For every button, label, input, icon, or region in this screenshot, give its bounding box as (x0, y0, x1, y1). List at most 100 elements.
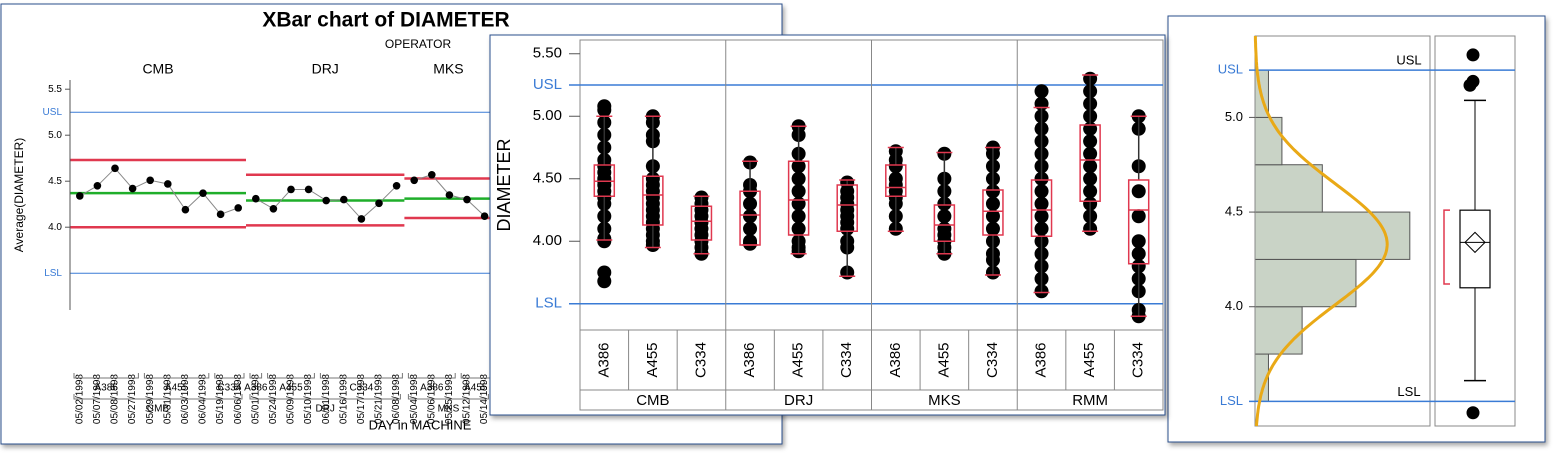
machine-label: C334 (692, 342, 709, 378)
subtitle: OPERATOR (385, 37, 452, 51)
operator-label: MKS (433, 61, 463, 77)
xbar-point (340, 195, 348, 204)
xbar-point (445, 191, 454, 199)
data-point (1131, 209, 1146, 224)
machine-bracket (249, 373, 263, 379)
operator-label: DRJ (784, 392, 813, 409)
data-point (743, 196, 758, 211)
spec-limit-label: USL (43, 107, 63, 118)
xbar-point (463, 195, 471, 204)
box (982, 189, 1004, 236)
data-point (791, 184, 806, 199)
plot-frame (1434, 35, 1516, 427)
xbar-point (216, 210, 225, 219)
xbar-point (357, 215, 366, 223)
xbar-line (79, 167, 239, 215)
machine-label: A386 (887, 342, 904, 377)
normal-curve (1253, 36, 1389, 427)
machine-label: A386 (244, 383, 268, 394)
histogram-panel: 5.0 4.5 4.0 USL USL LSL LSL (1167, 15, 1546, 443)
panel-frame (489, 34, 1166, 416)
data-point (1083, 184, 1098, 199)
operator-bracket (249, 394, 401, 400)
box (1127, 179, 1150, 265)
plot-frame (1254, 35, 1431, 427)
histogram-bar (1254, 211, 1411, 260)
xbar-point (392, 182, 401, 190)
data-point (985, 196, 1000, 211)
xbar-point (269, 205, 278, 213)
data-point (1131, 184, 1146, 199)
chart-title: XBar chart of DIAMETER (262, 9, 509, 32)
data-point (1034, 84, 1049, 99)
machine-label: C334 (984, 342, 1001, 378)
box (690, 205, 713, 241)
machine-label: A455 (279, 383, 303, 394)
operator-bracket (73, 394, 243, 400)
box (933, 204, 956, 242)
y-tick-label: 5.5 (48, 84, 62, 95)
spec-limit-label: LSL (1397, 384, 1420, 399)
operator-bracket (407, 394, 489, 400)
data-point (1083, 171, 1098, 186)
data-point (1083, 134, 1098, 149)
operator-label: CMB (636, 392, 669, 409)
machine-label: A386 (741, 342, 758, 377)
spec-limit-label: LSL (535, 295, 562, 312)
machine-label: A455 (165, 383, 189, 394)
histogram-bar (1254, 116, 1283, 166)
outlier (1466, 406, 1480, 420)
xbar-point (287, 185, 295, 194)
machine-label: A455 (464, 383, 488, 394)
data-point (1083, 146, 1098, 161)
xbar-point (128, 184, 137, 193)
y-tick-label: 4.00 (533, 232, 562, 249)
data-point (791, 221, 806, 236)
machine-label: A386 (95, 383, 119, 394)
xbar-point (199, 189, 207, 197)
operator-label: MKS (928, 392, 961, 409)
xbar-point (410, 176, 419, 185)
machine-bracket (319, 373, 403, 379)
data-point (597, 274, 612, 289)
data-point (743, 236, 758, 251)
data-point (1034, 184, 1049, 199)
machine-bracket (267, 373, 315, 379)
box (1030, 179, 1053, 237)
mean-diamond (1464, 231, 1486, 254)
machine-label: A455 (935, 342, 952, 377)
data-point (937, 209, 952, 224)
machine-label: A386 (595, 342, 612, 377)
box (1079, 124, 1101, 202)
data-point (985, 184, 1000, 199)
machine-bracket (407, 373, 456, 379)
y-tick-label: 4.0 (1225, 298, 1243, 313)
data-point (985, 209, 1000, 224)
xbar-point (322, 196, 331, 205)
y-tick-label: 4.5 (1225, 204, 1243, 219)
y-axis-label: Average(DIAMETER) (12, 138, 26, 252)
data-point (888, 159, 903, 174)
box (642, 175, 664, 226)
data-point (1034, 196, 1049, 211)
xbar-point (111, 164, 119, 173)
data-point (597, 103, 612, 117)
operator-label: DRJ (312, 61, 339, 77)
machine-label: A455 (644, 342, 661, 377)
xbar-point (181, 205, 190, 214)
xbar-point (375, 199, 383, 208)
data-point (791, 159, 806, 174)
y-tick-label: 4.0 (48, 222, 62, 233)
machine-label: C334 (217, 383, 241, 394)
spec-limit-label: USL (1396, 53, 1421, 68)
data-point (743, 221, 758, 236)
histogram-bar (1254, 306, 1303, 355)
xbar-point (428, 170, 436, 179)
y-tick-label: 4.50 (533, 170, 562, 187)
y-tick-label: 5.0 (48, 130, 62, 141)
operator-label: MKS (438, 404, 460, 415)
xbar-point (480, 212, 489, 220)
machine-bracket (143, 373, 210, 379)
y-axis-label: DIAMETER (494, 138, 514, 231)
